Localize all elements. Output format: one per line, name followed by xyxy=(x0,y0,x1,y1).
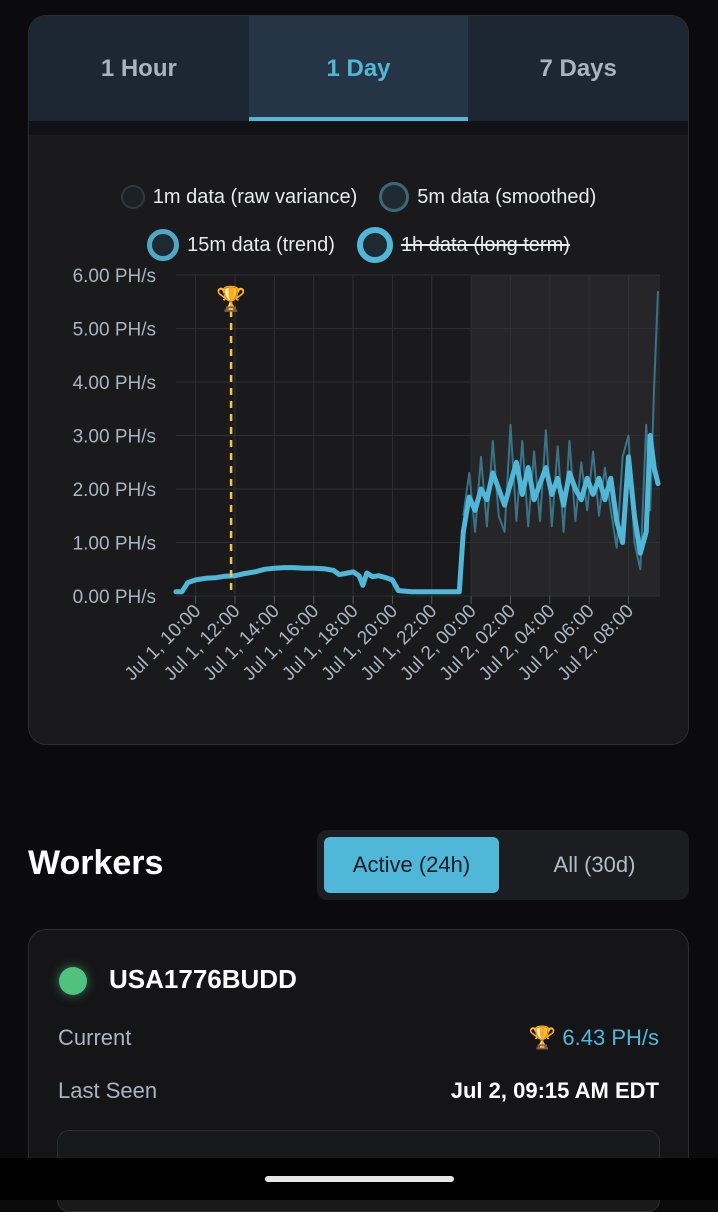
tab-1-day[interactable]: 1 Day xyxy=(248,16,469,121)
y-tick-label: 0.00 PH/s xyxy=(73,587,156,608)
trophy-icon: 🏆 xyxy=(528,1025,557,1050)
legend-swatch-1m xyxy=(120,185,145,209)
legend-label-5m: 5m data (smoothed) xyxy=(417,185,597,208)
y-tick-label: 4.00 PH/s xyxy=(73,373,156,394)
home-gesture-handle[interactable] xyxy=(265,1176,454,1182)
system-nav-bar xyxy=(0,1158,718,1200)
trophy-marker-icon: 🏆 xyxy=(216,285,246,313)
worker-name: USA1776BUDD xyxy=(109,964,297,994)
tab-divider xyxy=(29,121,688,135)
tab-7-days[interactable]: 7 Days xyxy=(539,54,617,82)
hashrate-chart-card: 1 Hour 1 Day 7 Days 1m data (raw varianc… xyxy=(28,15,689,745)
chart-area: 1m data (raw variance) 5m data (smoothed… xyxy=(29,135,689,745)
last-seen-value: Jul 2, 09:15 AM EDT xyxy=(450,1078,659,1103)
tab-1-hour[interactable]: 1 Hour xyxy=(100,54,177,82)
legend-item-15m[interactable]: 15m data (trend) xyxy=(147,227,335,263)
y-tick-label: 1.00 PH/s xyxy=(73,534,156,555)
y-tick-label: 3.00 PH/s xyxy=(73,427,156,448)
hashrate-chart[interactable]: 🏆 0.00 PH/s 1.00 PH/s 2.00 PH/s 3.00 PH/s 4.… xyxy=(29,135,689,745)
worker-filter: Active (24h) All (30d) xyxy=(317,830,689,900)
legend-item-1h[interactable]: 1h data (long term) xyxy=(356,227,570,263)
y-tick-label: 2.00 PH/s xyxy=(73,480,156,501)
legend-row-2: 15m data (trend) 1h data (long term) xyxy=(29,227,688,263)
legend-item-5m[interactable]: 5m data (smoothed) xyxy=(379,182,596,212)
workers-header: Workers Active (24h) All (30d) xyxy=(28,830,689,900)
legend-swatch-5m xyxy=(379,182,410,212)
legend-label-15m: 15m data (trend) xyxy=(187,233,335,256)
filter-active-24h-button[interactable]: Active (24h) xyxy=(324,837,499,893)
worker-card[interactable]: USA1776BUDD Current 🏆 6.43 PH/s Last See… xyxy=(28,929,689,1212)
legend-label-1m: 1m data (raw variance) xyxy=(152,185,358,208)
legend-label-1h: 1h data (long term) xyxy=(400,233,570,256)
time-range-tabs: 1 Hour 1 Day 7 Days xyxy=(29,16,688,121)
current-value: 6.43 PH/s xyxy=(562,1025,659,1050)
series-line-15m xyxy=(173,433,661,595)
y-tick-label: 5.00 PH/s xyxy=(73,320,156,341)
last-seen-label: Last Seen xyxy=(58,1078,158,1103)
filter-all-30d-button[interactable]: All (30d) xyxy=(553,852,636,877)
y-tick-label: 6.00 PH/s xyxy=(73,266,156,287)
workers-title: Workers xyxy=(28,844,164,882)
current-value-wrap: 🏆 6.43 PH/s xyxy=(529,1025,659,1051)
legend-item-1m[interactable]: 1m data (raw variance) xyxy=(120,182,358,212)
legend-row-1: 1m data (raw variance) 5m data (smoothed… xyxy=(29,182,688,212)
legend-swatch-15m xyxy=(147,229,180,261)
current-label: Current xyxy=(58,1025,132,1050)
legend-swatch-1h xyxy=(356,227,393,263)
online-status-dot xyxy=(59,967,87,995)
